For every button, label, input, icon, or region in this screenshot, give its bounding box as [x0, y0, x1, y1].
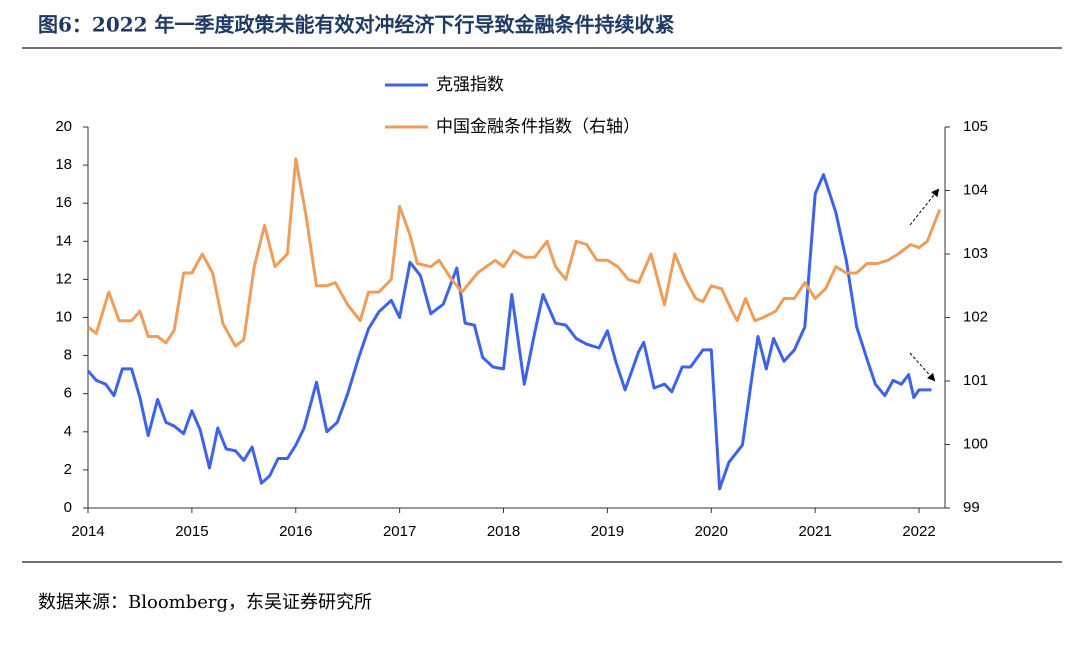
y-tick-label: 18 [55, 156, 72, 173]
y2-tick-label: 100 [963, 435, 988, 452]
y2-tick-label: 99 [963, 499, 980, 516]
y-tick-label: 6 [64, 385, 72, 402]
y2-tick-label: 105 [963, 118, 988, 135]
chart-title: 图6：2022 年一季度政策未能有效对冲经济下行导致金融条件持续收紧 [38, 13, 675, 37]
y-tick-label: 0 [64, 499, 72, 516]
x-tick-label: 2015 [175, 523, 208, 540]
y2-tick-label: 102 [963, 308, 988, 325]
y-tick-label: 2 [64, 461, 72, 478]
x-tick-label: 2019 [591, 523, 624, 540]
x-tick-label: 2021 [798, 523, 831, 540]
series-line [87, 157, 942, 348]
x-tick-label: 2017 [383, 523, 416, 540]
y-tick-label: 4 [64, 423, 72, 440]
legend-label: 克强指数 [436, 75, 504, 95]
x-tick-label: 2016 [279, 523, 312, 540]
y-tick-label: 16 [55, 194, 72, 211]
y2-tick-label: 101 [963, 372, 988, 389]
arrow [909, 352, 936, 382]
y-tick-label: 10 [55, 308, 72, 325]
x-tick-label: 2018 [487, 523, 520, 540]
source: 数据来源：Bloomberg，东吴证券研究所 [38, 592, 372, 613]
y2-tick-label: 104 [963, 181, 988, 198]
y2-tick-label: 103 [963, 245, 988, 262]
y-tick-label: 12 [55, 270, 72, 287]
x-tick-label: 2020 [695, 523, 728, 540]
y-tick-label: 14 [55, 232, 72, 249]
series-line [86, 173, 932, 491]
y-tick-label: 20 [55, 118, 72, 135]
x-tick-label: 2022 [902, 523, 935, 540]
arrow [909, 188, 940, 226]
y-tick-label: 8 [64, 347, 72, 364]
x-tick-label: 2014 [71, 523, 104, 540]
legend-label: 中国金融条件指数（右轴） [436, 117, 640, 137]
